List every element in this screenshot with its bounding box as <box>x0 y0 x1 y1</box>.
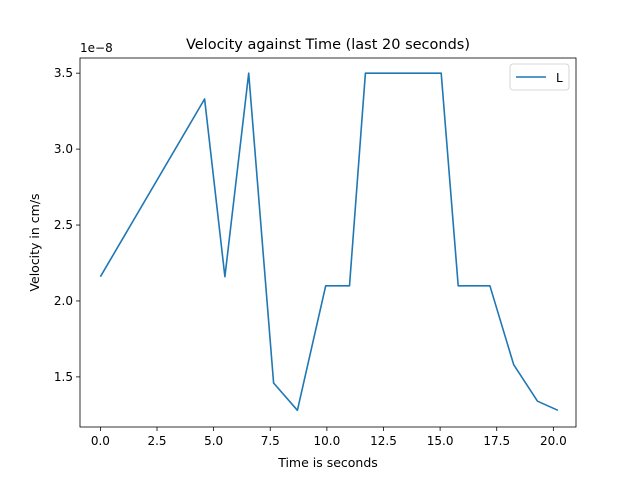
x-tick-label: 7.5 <box>261 434 280 448</box>
x-axis-ticks: 0.0 2.5 5.0 7.5 10.0 12.5 15.0 17.5 20.0 <box>91 427 567 448</box>
y-tick-label: 2.0 <box>54 294 73 308</box>
x-tick-label: 17.5 <box>483 434 510 448</box>
x-tick-label: 15.0 <box>427 434 454 448</box>
x-tick-label: 20.0 <box>540 434 567 448</box>
x-tick-label: 5.0 <box>204 434 223 448</box>
y-tick-label: 1.5 <box>54 370 73 384</box>
y-tick-label: 3.0 <box>54 142 73 156</box>
legend-label: L <box>556 71 563 85</box>
x-tick-label: 12.5 <box>370 434 397 448</box>
plot-series <box>99 72 559 412</box>
plot-frame <box>79 57 577 428</box>
chart-title: Velocity against Time (last 20 seconds) <box>186 37 470 53</box>
y-tick-label: 3.5 <box>54 66 73 80</box>
x-tick-label: 2.5 <box>147 434 166 448</box>
series-line-L <box>99 72 559 412</box>
legend: L <box>509 63 570 91</box>
x-tick-label: 10.0 <box>314 434 341 448</box>
x-axis-label: Time is seconds <box>277 455 378 470</box>
y-axis-ticks: 1.5 2.0 2.5 3.0 3.5 <box>54 66 80 384</box>
y-tick-label: 2.5 <box>54 218 73 232</box>
y-offset-label: 1e−8 <box>80 41 113 55</box>
x-tick-label: 0.0 <box>91 434 110 448</box>
y-axis-label: Velocity in cm/s <box>27 193 42 291</box>
